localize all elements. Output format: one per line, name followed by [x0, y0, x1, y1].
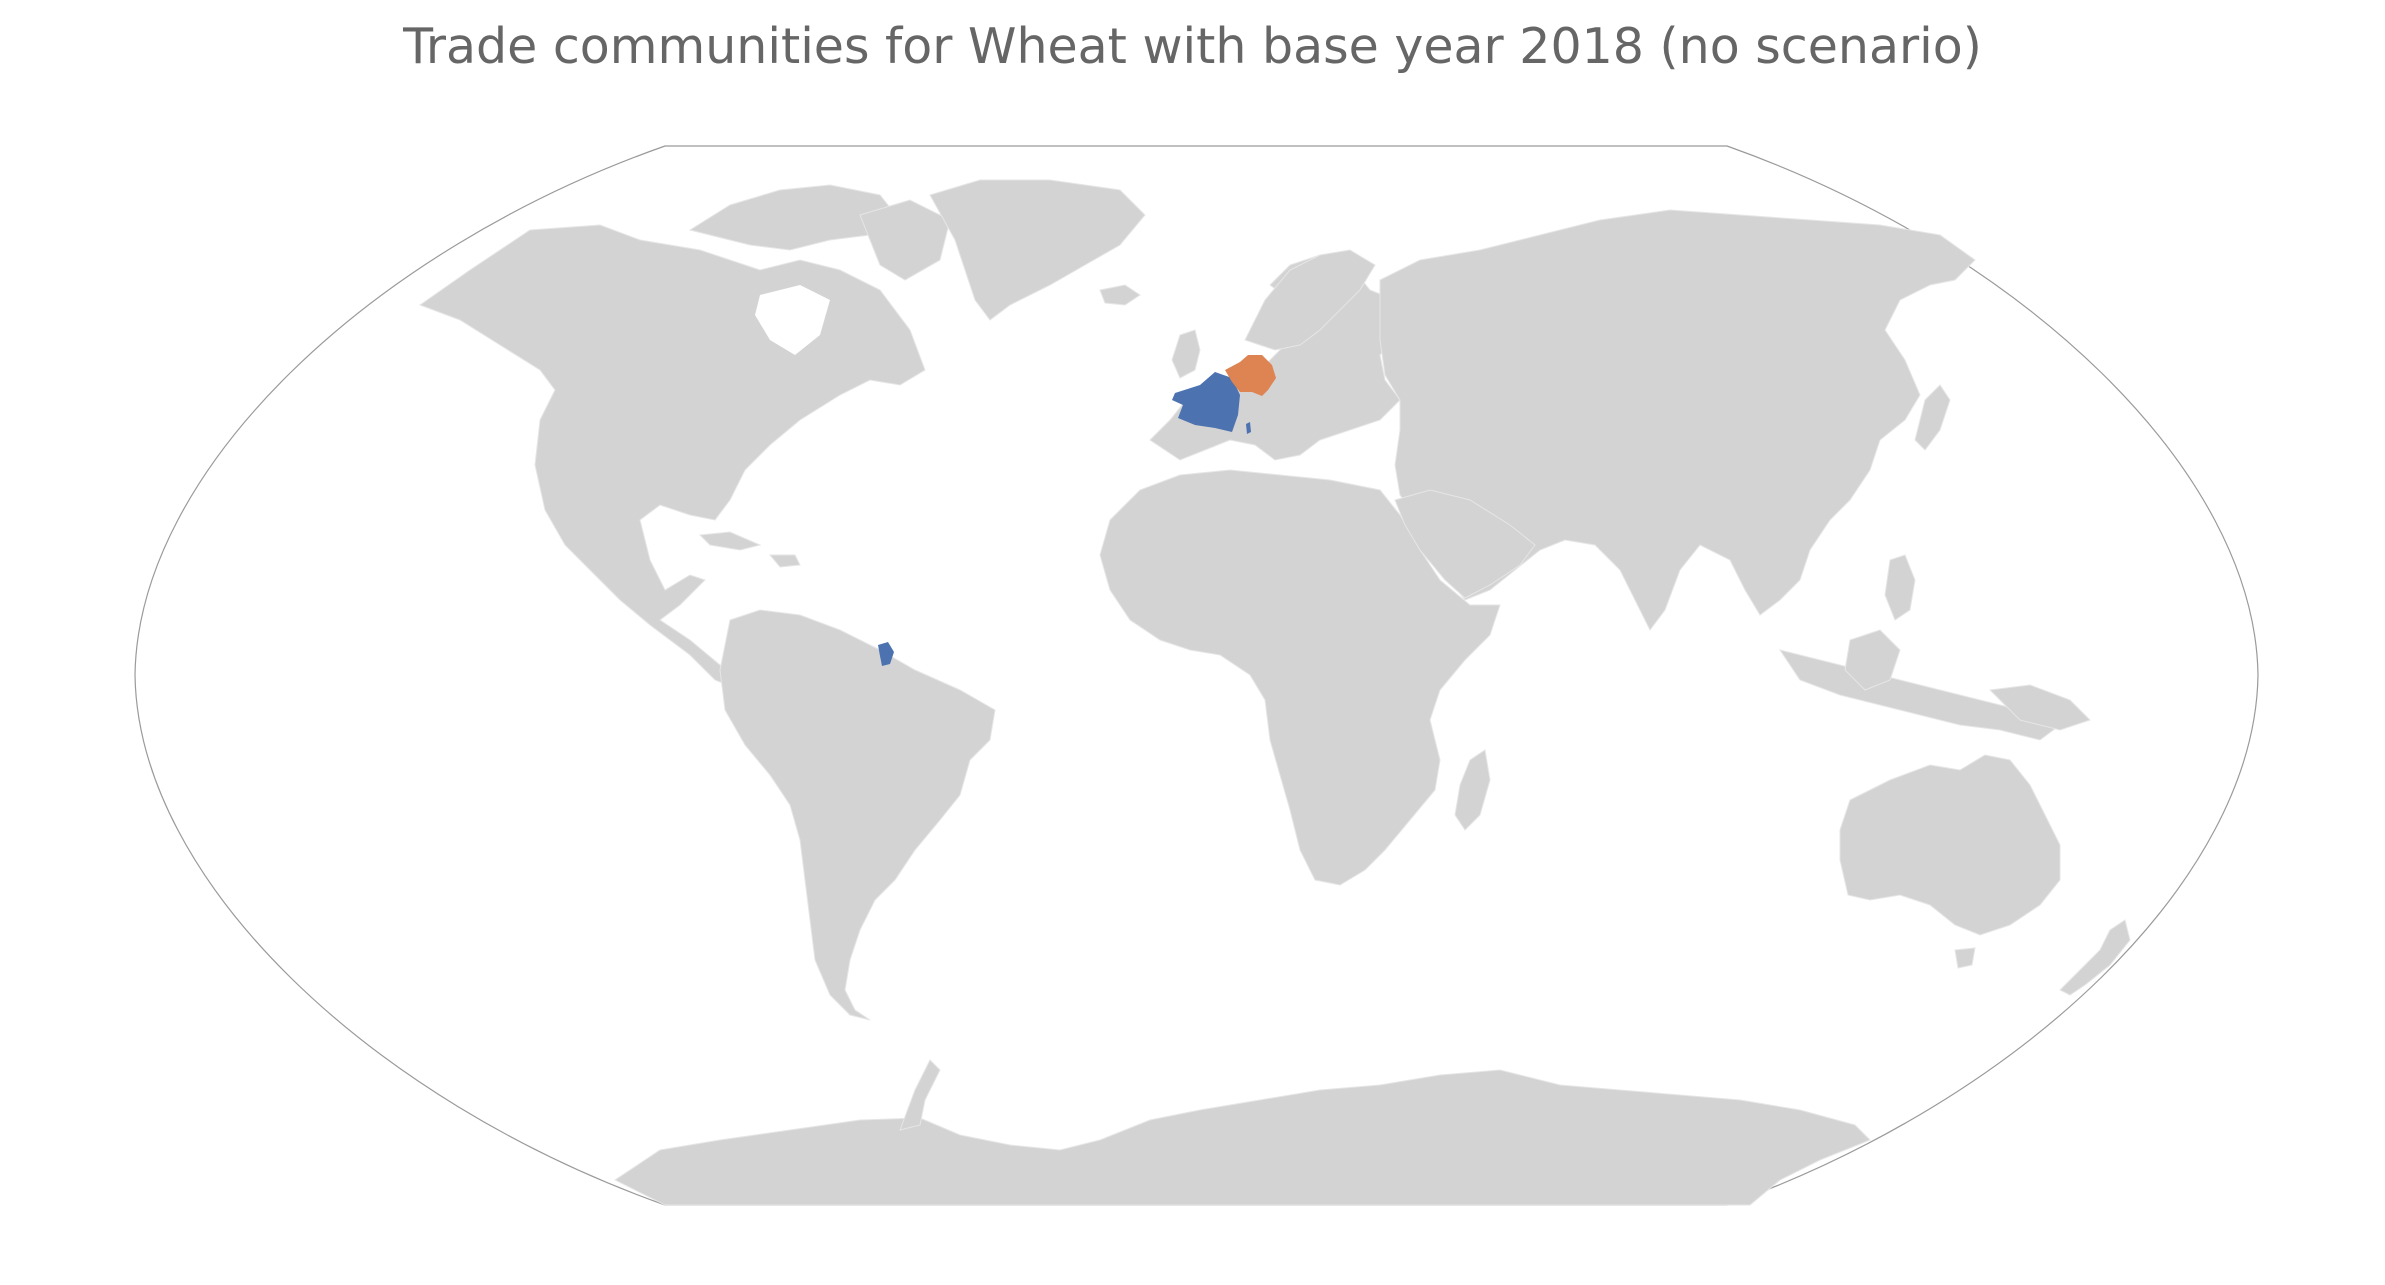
land-arabia: [1394, 489, 1536, 599]
community-2-germany-austria[interactable]: [1225, 355, 1276, 396]
land-antarctica: [614, 1069, 1871, 1206]
land-scandinavia: [1244, 249, 1376, 351]
land-uk: [1171, 329, 1201, 379]
land-north-america: [418, 224, 926, 692]
land-japan: [1914, 384, 1951, 451]
land-hispaniola: [768, 554, 801, 568]
land-cuba: [698, 531, 762, 551]
land-australia: [1839, 754, 2061, 936]
land-iceland: [1099, 284, 1141, 306]
map-title: Trade communities for Wheat with base ye…: [403, 18, 1982, 75]
land-philippines: [1884, 554, 1916, 621]
land-new-zealand: [2059, 919, 2131, 996]
land-tasmania: [1954, 947, 1976, 969]
land-new-guinea: [1988, 684, 2091, 731]
trade-communities: [878, 355, 1276, 666]
community-1-french-guiana[interactable]: [878, 642, 894, 666]
land-group: [418, 179, 2131, 1206]
land-baffin: [859, 199, 951, 281]
community-1-france[interactable]: [1172, 372, 1240, 432]
community-1-corsica[interactable]: [1246, 422, 1251, 434]
land-madagascar: [1454, 749, 1491, 831]
land-borneo: [1844, 629, 1901, 691]
land-antarctic-peninsula: [899, 1059, 941, 1131]
land-africa: [1099, 469, 1501, 886]
land-greenland: [929, 179, 1146, 321]
land-south-america: [719, 609, 996, 1021]
